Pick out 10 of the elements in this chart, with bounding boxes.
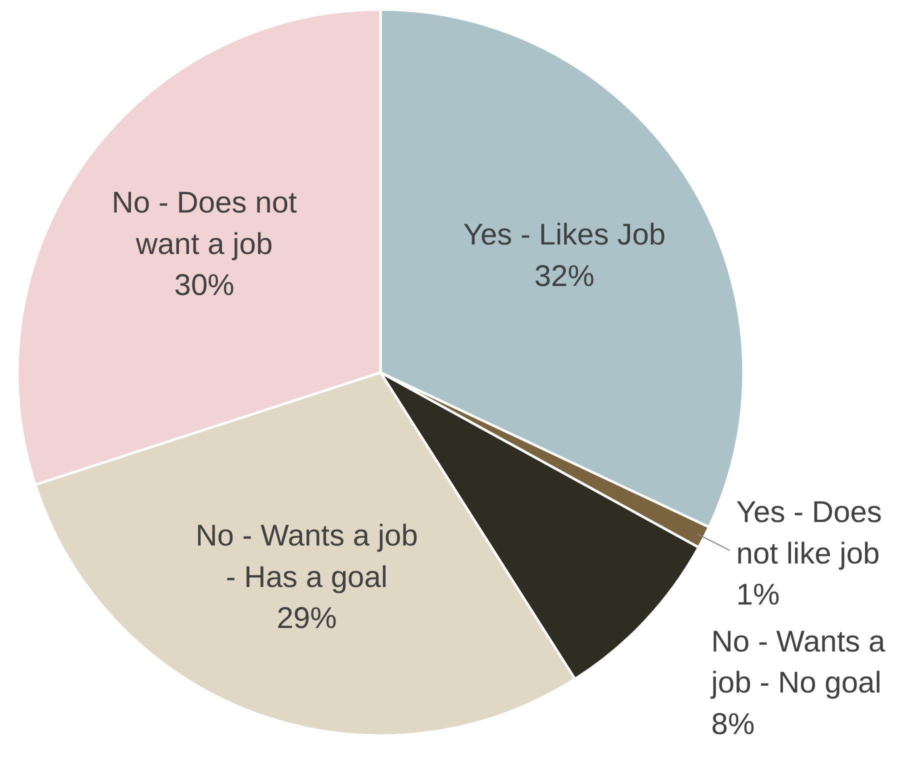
data-label: 30% [174, 269, 234, 302]
slice-label: Yes - Likes Job [463, 218, 666, 252]
slice-label: No - Does not want a job [112, 186, 298, 261]
data-label: 32% [534, 260, 594, 293]
slice-label: No - Wants a job - No goal [710, 625, 886, 700]
data-label: 29% [276, 602, 337, 636]
data-label: 1% [736, 578, 780, 612]
data-label: 8% [711, 708, 755, 741]
slice-label: Yes - Does not like job [736, 496, 882, 570]
slice-label: No - Wants a job - Has a goal [196, 520, 418, 594]
